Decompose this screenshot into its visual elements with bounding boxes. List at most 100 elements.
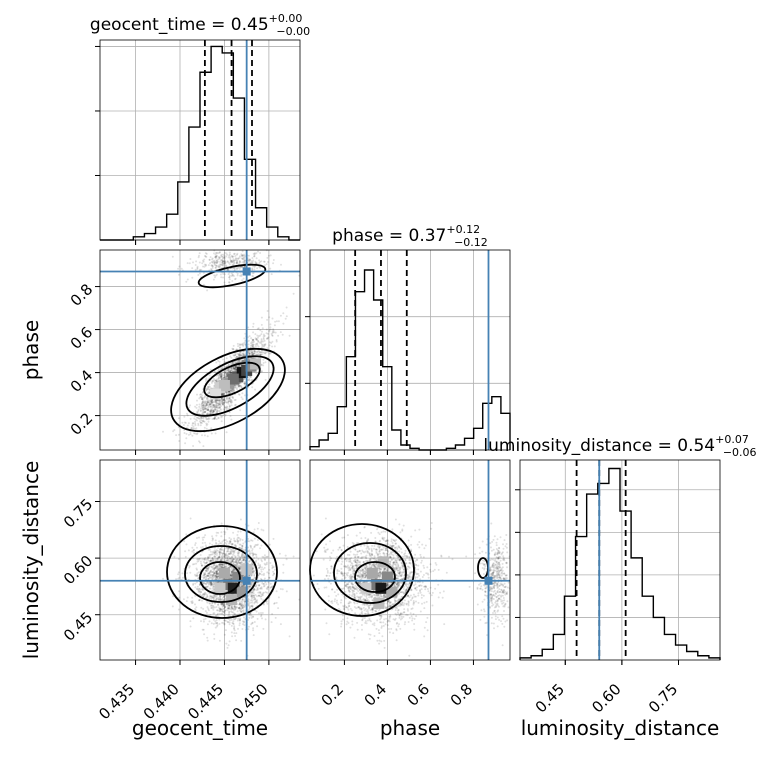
sample-point <box>210 427 213 430</box>
sample-point <box>228 405 231 408</box>
sample-point <box>262 338 265 341</box>
sample-point <box>223 397 226 400</box>
sample-point <box>207 401 210 404</box>
sample-point <box>205 569 207 572</box>
sample-point <box>220 254 223 257</box>
sample-point <box>249 349 252 352</box>
sample-point <box>266 310 269 312</box>
sample-point <box>209 408 212 411</box>
sample-point <box>203 407 206 410</box>
sample-point <box>251 257 254 259</box>
sample-point <box>252 352 255 355</box>
sample-point <box>230 401 233 404</box>
sample-point <box>207 392 209 395</box>
sample-point <box>239 385 242 388</box>
sample-point <box>234 384 237 387</box>
sample-point <box>225 391 228 394</box>
sample-point <box>232 348 235 351</box>
sample-point <box>220 253 223 256</box>
sample-point <box>255 252 258 255</box>
sample-point <box>243 382 246 385</box>
sample-point <box>202 420 205 423</box>
sample-point <box>230 388 232 391</box>
sample-point <box>191 276 194 279</box>
sample-point <box>185 437 188 440</box>
sample-point <box>207 386 210 388</box>
sample-point <box>230 371 232 374</box>
sample-point <box>228 537 231 539</box>
sample-point <box>236 355 239 358</box>
sample-point <box>252 615 255 618</box>
sample-point <box>212 417 215 420</box>
sample-point <box>271 613 274 615</box>
sample-point <box>198 417 201 420</box>
sample-point <box>238 359 241 362</box>
sample-point <box>233 539 236 542</box>
sample-point <box>234 556 237 558</box>
sample-point <box>260 340 263 343</box>
sample-point <box>233 253 235 255</box>
sample-point <box>260 364 263 366</box>
sample-point <box>207 420 210 423</box>
sample-point <box>240 602 243 604</box>
sample-point <box>279 623 282 626</box>
sample-point <box>195 416 198 419</box>
sample-point <box>216 407 219 409</box>
sample-point <box>215 255 218 258</box>
sample-point <box>253 528 256 531</box>
sample-point <box>270 332 273 335</box>
sample-point <box>263 334 266 337</box>
sample-point <box>226 607 229 610</box>
sample-point <box>177 608 180 611</box>
sample-point <box>242 354 245 357</box>
sample-point <box>252 627 255 630</box>
sample-point <box>251 340 254 343</box>
sample-point <box>226 620 229 623</box>
sample-point <box>210 595 213 598</box>
sample-point <box>265 337 268 340</box>
sample-point <box>243 256 246 259</box>
sample-point <box>262 568 265 571</box>
sample-point <box>192 617 195 620</box>
sample-point <box>191 428 194 430</box>
sample-point <box>252 352 255 355</box>
sample-point <box>220 402 223 405</box>
sample-point <box>186 596 189 599</box>
sample-point <box>211 401 214 404</box>
sample-point <box>249 376 252 379</box>
sample-point <box>225 374 228 377</box>
sample-point <box>186 412 188 415</box>
sample-point <box>235 384 238 387</box>
sample-point <box>208 542 211 545</box>
sample-point <box>236 619 239 622</box>
sample-point <box>213 371 216 374</box>
sample-point <box>207 583 210 586</box>
sample-point <box>199 554 202 556</box>
sample-point <box>208 258 211 261</box>
sample-point <box>218 554 221 557</box>
sample-point <box>224 264 227 267</box>
sample-point <box>248 377 251 380</box>
sample-point <box>200 606 203 609</box>
sample-point <box>218 622 221 625</box>
sample-point <box>195 606 198 609</box>
sample-point <box>261 573 263 576</box>
sample-point <box>223 633 226 636</box>
sample-point <box>201 391 204 394</box>
sample-point <box>206 404 209 407</box>
sample-point <box>232 368 235 371</box>
sample-point <box>193 563 196 566</box>
sample-point <box>248 379 251 382</box>
sample-point <box>205 424 208 427</box>
sample-point <box>203 263 206 266</box>
sample-point <box>211 265 214 268</box>
sample-point <box>226 528 229 531</box>
sample-point <box>248 350 251 353</box>
sample-point <box>224 413 227 416</box>
sample-point <box>215 597 218 600</box>
sample-point <box>192 425 195 428</box>
sample-point <box>262 529 265 532</box>
sample-point <box>221 393 224 396</box>
sample-point <box>251 275 254 277</box>
sample-point <box>259 587 262 590</box>
